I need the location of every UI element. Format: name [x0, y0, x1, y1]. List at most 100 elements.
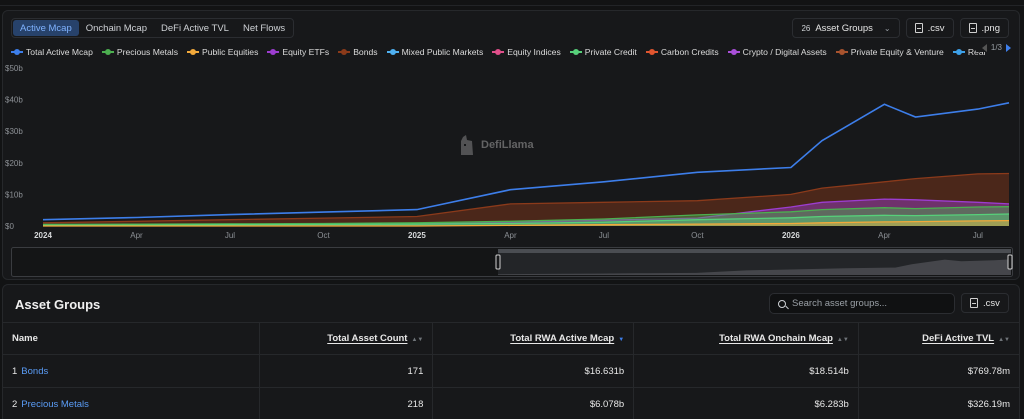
metric-tabs: Active Mcap Onchain Mcap DeFi Active TVL… [11, 18, 295, 38]
table-row: 2 Precious Metals 218 $6.078b $6.283b $32… [3, 387, 1019, 419]
series-area [43, 214, 1009, 226]
column-header-onchain-mcap[interactable]: Total RWA Onchain Mcap ▲▼ [633, 322, 859, 355]
asset-groups-panel: Asset Groups .csv Name Total Asset Count… [2, 284, 1020, 419]
tab-onchain-mcap[interactable]: Onchain Mcap [85, 23, 148, 34]
tab-defi-active-tvl[interactable]: DeFi Active TVL [161, 23, 229, 34]
legend-swatch [952, 49, 965, 55]
legend-label: Equity Indices [507, 47, 561, 57]
legend-label: Equity ETFs [282, 47, 330, 57]
legend-label: Precious Metals [116, 47, 179, 57]
cell-name: 2 Precious Metals [3, 387, 260, 419]
search-icon [778, 299, 786, 308]
legend-swatch [835, 49, 848, 55]
tab-net-flows[interactable]: Net Flows [242, 23, 286, 34]
legend-item-precious-metals[interactable]: Precious Metals [101, 47, 179, 57]
series-area [43, 206, 1009, 226]
y-tick-label: $30b [5, 127, 23, 136]
time-range-brush[interactable] [11, 247, 1013, 277]
tab-active-mcap[interactable]: Active Mcap [13, 20, 79, 36]
file-icon [914, 23, 923, 33]
legend-swatch [101, 49, 114, 55]
x-tick-label: Jul [599, 231, 609, 240]
brush-preview-area [498, 259, 1011, 275]
column-header-active-mcap[interactable]: Total RWA Active Mcap ▼ [432, 322, 635, 355]
legend-item-bonds[interactable]: Bonds [338, 47, 378, 57]
series-line [42, 172, 1010, 224]
search-input[interactable] [792, 298, 942, 309]
file-icon [970, 298, 978, 308]
cell-defi-tvl: $326.19m [858, 387, 1019, 419]
legend-next-icon[interactable] [1006, 43, 1011, 52]
legend-swatch [727, 49, 740, 55]
cell-name: 1 Bonds [3, 354, 260, 388]
legend-swatch [645, 49, 658, 55]
watermark-text: DefiLlama [481, 139, 534, 151]
row-index: 2 [12, 398, 18, 410]
legend-item-equity-etfs[interactable]: Equity ETFs [267, 47, 329, 57]
legend-item-mixed-public-markets[interactable]: Mixed Public Markets [386, 47, 484, 57]
png-download-button[interactable]: .png [959, 18, 1009, 38]
png-label: .png [981, 22, 1001, 34]
series-line [42, 102, 1010, 221]
legend-label: Public Equities [202, 47, 259, 57]
sort-onchain-mcap[interactable]: Total RWA Onchain Mcap [719, 333, 833, 344]
cell-onchain-mcap: $18.514b [633, 354, 859, 388]
asset-groups-dropdown[interactable]: 26 Asset Groups ⌄ [792, 18, 900, 38]
asset-groups-table: Name Total Asset Count ▲▼ Total RWA Activ… [3, 322, 1019, 419]
legend-item-private-credit[interactable]: Private Credit [569, 47, 637, 57]
x-tick-label: Apr [878, 231, 891, 240]
legend-item-equity-indices[interactable]: Equity Indices [492, 47, 561, 57]
chevron-down-icon: ⌄ [883, 23, 891, 33]
x-tick-label: 2026 [782, 231, 800, 240]
table-csv-button[interactable]: .csv [961, 293, 1009, 313]
x-tick-label: 2025 [408, 231, 426, 240]
group-dropdown-label: Asset Groups [815, 22, 873, 34]
cell-active-mcap: $16.631b [432, 354, 635, 388]
sort-icon: ▲▼ [836, 337, 849, 343]
legend-item-real[interactable]: Real [952, 47, 986, 57]
legend-item-public-equities[interactable]: Public Equities [187, 47, 258, 57]
table-header-row: Name Total Asset Count ▲▼ Total RWA Activ… [3, 322, 1019, 355]
file-icon [968, 23, 977, 33]
legend-label: Carbon Credits [660, 47, 719, 57]
cell-active-mcap: $6.078b [432, 387, 635, 419]
x-tick-label: 2024 [34, 231, 52, 240]
legend-item-total-active-mcap[interactable]: Total Active Mcap [11, 47, 93, 57]
csv-download-button[interactable]: .csv [905, 18, 954, 38]
x-tick-label: Apr [130, 231, 143, 240]
sort-asset-count[interactable]: Total Asset Count [327, 333, 408, 344]
column-header-name: Name [3, 322, 260, 355]
asset-group-link[interactable]: Precious Metals [21, 398, 89, 410]
series-line [42, 213, 1010, 227]
legend-item-private-equity-venture[interactable]: Private Equity & Venture [835, 47, 944, 57]
sort-active-mcap[interactable]: Total RWA Active Mcap [510, 333, 615, 344]
legend-item-crypto-digital-assets[interactable]: Crypto / Digital Assets [727, 47, 827, 57]
column-header-asset-count[interactable]: Total Asset Count ▲▼ [259, 322, 434, 355]
x-tick-label: Oct [317, 231, 330, 240]
cell-asset-count: 171 [259, 354, 434, 388]
series-area [43, 199, 1009, 226]
row-index: 1 [12, 365, 18, 377]
chart-panel: Active Mcap Onchain Mcap DeFi Active TVL… [2, 10, 1020, 280]
series-line [43, 219, 1010, 227]
legend-label: Real [967, 47, 986, 57]
legend-swatch [11, 49, 23, 55]
legend-label: Private Equity & Venture [850, 47, 944, 57]
y-tick-label: $50b [5, 64, 23, 73]
y-tick-label: $10b [5, 190, 23, 199]
legend-swatch [267, 49, 280, 55]
x-tick-label: Apr [504, 231, 517, 240]
legend-pager: 1/3 [975, 43, 1011, 52]
table-csv-label: .csv [983, 297, 1000, 309]
legend-prev-icon[interactable] [981, 43, 987, 52]
legend-swatch [492, 49, 505, 55]
column-header-defi-tvl[interactable]: DeFi Active TVL ▲▼ [858, 322, 1019, 355]
legend-label: Mixed Public Markets [401, 47, 484, 57]
legend-item-carbon-credits[interactable]: Carbon Credits [645, 47, 719, 57]
legend-label: Total Active Mcap [26, 47, 93, 57]
search-box[interactable] [769, 293, 955, 314]
sort-defi-tvl[interactable]: DeFi Active TVL [922, 333, 995, 344]
brush-handle-icon[interactable] [495, 254, 501, 270]
brush-handle-icon[interactable] [1007, 254, 1013, 270]
asset-group-link[interactable]: Bonds [21, 365, 49, 377]
